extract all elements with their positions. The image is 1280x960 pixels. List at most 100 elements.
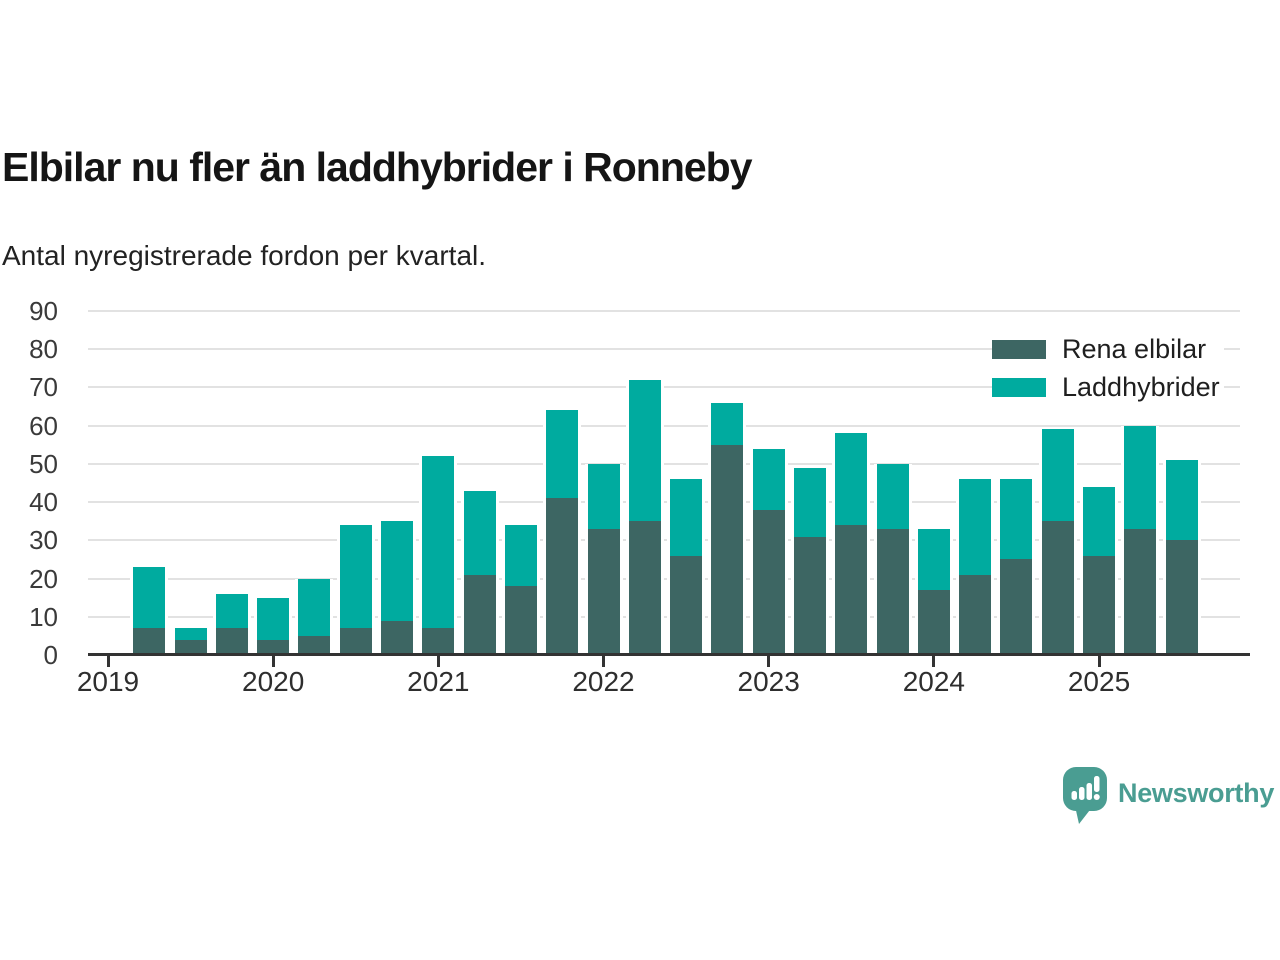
- bar-2019-q4: [215, 593, 248, 655]
- y-tick-label-70: 70: [29, 372, 58, 403]
- gridline-40: [88, 501, 1240, 504]
- chart-title: Elbilar nu fler än laddhybrider i Ronneb…: [2, 144, 753, 190]
- x-tick-label-2019: 2019: [76, 666, 140, 697]
- bar-segment-laddhybrider: [381, 521, 414, 621]
- bar-segment-laddhybrider: [587, 463, 620, 529]
- bar-segment-laddhybrider: [1000, 479, 1033, 560]
- gridline-30: [88, 539, 1240, 542]
- bar-segment-rena-elbilar: [215, 628, 248, 655]
- bar-segment-rena-elbilar: [1083, 555, 1116, 655]
- x-tick-2022: [602, 656, 605, 667]
- bar-segment-rena-elbilar: [711, 444, 744, 655]
- gridline-60: [88, 424, 1240, 427]
- bar-segment-rena-elbilar: [381, 620, 414, 655]
- bar-segment-laddhybrider: [835, 433, 868, 526]
- bar-segment-laddhybrider: [628, 379, 661, 522]
- bar-segment-rena-elbilar: [835, 525, 868, 655]
- legend-label-rena-elbilar: Rena elbilar: [1062, 334, 1207, 364]
- x-tick-2019: [106, 656, 110, 667]
- bar-2022-q2: [628, 379, 661, 655]
- bar-segment-laddhybrider: [1083, 486, 1116, 556]
- bar-segment-rena-elbilar: [752, 509, 785, 655]
- bar-segment-rena-elbilar: [1165, 540, 1198, 655]
- bar-segment-laddhybrider: [1041, 429, 1074, 522]
- legend-swatch-laddhybrider: [992, 377, 1046, 397]
- gridline-90: [88, 310, 1240, 312]
- x-tick-2021: [436, 656, 440, 667]
- bar-2019-q3: [174, 628, 207, 655]
- bar-segment-laddhybrider: [546, 410, 579, 499]
- bar-2023-q3: [835, 433, 868, 655]
- y-tick-label-80: 80: [29, 334, 58, 365]
- bar-2021-q1: [422, 456, 455, 655]
- gridline-20: [88, 577, 1240, 580]
- bar-segment-laddhybrider: [1165, 460, 1198, 541]
- y-tick-label-20: 20: [29, 563, 58, 594]
- newsworthy-logo-icon: [1063, 767, 1107, 824]
- gridline-80: [88, 348, 1240, 351]
- bar-2022-q1: [587, 463, 620, 655]
- bar-2025-q1: [1083, 486, 1116, 655]
- bar-segment-laddhybrider: [959, 479, 992, 575]
- bar-segment-rena-elbilar: [546, 498, 579, 655]
- bar-segment-laddhybrider: [133, 567, 166, 629]
- bar-segment-laddhybrider: [504, 525, 537, 587]
- bar-segment-laddhybrider: [711, 402, 744, 445]
- y-tick-label-60: 60: [29, 410, 58, 441]
- x-tick-label-2023: 2023: [737, 666, 800, 697]
- y-tick-label-10: 10: [29, 601, 58, 632]
- gridline-50: [88, 462, 1240, 465]
- legend-item-laddhybrider: Laddhybrider: [992, 370, 1224, 404]
- x-tick-2020: [271, 656, 275, 667]
- bar-segment-laddhybrider: [422, 456, 455, 629]
- bar-segment-laddhybrider: [1124, 425, 1157, 529]
- bar-segment-rena-elbilar: [628, 521, 661, 655]
- x-tick-label-2022: 2022: [572, 666, 635, 697]
- bar-2024-q2: [959, 479, 992, 655]
- legend-label-laddhybrider: Laddhybrider: [1062, 372, 1220, 402]
- bar-2023-q1: [752, 448, 785, 655]
- bar-segment-laddhybrider: [257, 597, 290, 640]
- bar-segment-rena-elbilar: [463, 574, 496, 655]
- x-tick-2023: [767, 656, 771, 667]
- bar-2023-q2: [793, 467, 826, 655]
- bar-segment-rena-elbilar: [422, 628, 455, 655]
- bar-segment-rena-elbilar: [793, 536, 826, 655]
- y-tick-label-90: 90: [29, 296, 58, 326]
- bar-2021-q4: [546, 410, 579, 655]
- bar-segment-rena-elbilar: [298, 635, 331, 655]
- bar-segment-laddhybrider: [793, 467, 826, 537]
- y-tick-label-40: 40: [29, 487, 58, 518]
- bar-segment-rena-elbilar: [917, 590, 950, 655]
- bar-segment-rena-elbilar: [1000, 559, 1033, 655]
- bar-2020-q4: [381, 521, 414, 655]
- legend-swatch-rena-elbilar: [992, 339, 1046, 359]
- y-tick-label-0: 0: [43, 640, 58, 670]
- gridline-10: [88, 615, 1240, 618]
- bar-2020-q3: [339, 525, 372, 655]
- x-tick-2024: [932, 656, 936, 667]
- chart-subtitle: Antal nyregistrerade fordon per kvartal.: [2, 240, 487, 271]
- legend-item-rena-elbilar: Rena elbilar: [992, 332, 1224, 366]
- bar-2024-q4: [1041, 429, 1074, 655]
- bar-2025-q3: [1165, 460, 1198, 655]
- x-tick-label-2021: 2021: [407, 666, 470, 697]
- bar-segment-rena-elbilar: [670, 555, 703, 655]
- bar-2025-q2: [1124, 425, 1157, 655]
- bar-segment-rena-elbilar: [1124, 528, 1157, 655]
- y-tick-label-30: 30: [29, 525, 58, 556]
- newsworthy-logo-text: Newsworthy: [1118, 778, 1275, 808]
- bar-2020-q2: [298, 578, 331, 655]
- bar-2021-q2: [463, 490, 496, 655]
- x-tick-label-2020: 2020: [242, 666, 305, 697]
- bar-2021-q3: [504, 525, 537, 655]
- bar-segment-laddhybrider: [917, 528, 950, 590]
- bar-2023-q4: [876, 463, 909, 655]
- bar-segment-rena-elbilar: [959, 574, 992, 655]
- bar-segment-rena-elbilar: [174, 639, 207, 655]
- bar-2022-q4: [711, 402, 744, 655]
- bar-segment-laddhybrider: [752, 448, 785, 510]
- bar-2024-q1: [917, 528, 950, 655]
- bar-segment-rena-elbilar: [339, 628, 372, 655]
